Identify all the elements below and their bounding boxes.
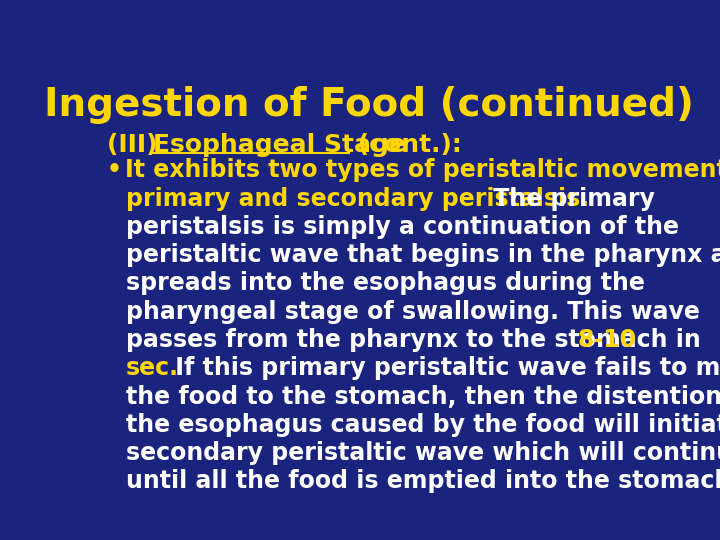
Text: pharyngeal stage of swallowing. This wave: pharyngeal stage of swallowing. This wav… — [126, 300, 700, 323]
Text: It exhibits two types of peristaltic movements,: It exhibits two types of peristaltic mov… — [125, 158, 720, 183]
Text: sec.: sec. — [126, 356, 179, 380]
Text: peristalsis is simply a continuation of the: peristalsis is simply a continuation of … — [126, 215, 679, 239]
Text: primary and secondary peristalsis.: primary and secondary peristalsis. — [126, 187, 589, 211]
Text: peristaltic wave that begins in the pharynx and: peristaltic wave that begins in the phar… — [126, 243, 720, 267]
Text: Esophageal Stage: Esophageal Stage — [153, 133, 405, 157]
Text: the esophagus caused by the food will initiate: the esophagus caused by the food will in… — [126, 413, 720, 437]
Text: •: • — [107, 158, 130, 183]
Text: The primary: The primary — [485, 187, 654, 211]
Text: (III): (III) — [107, 133, 166, 157]
Text: the food to the stomach, then the distention in: the food to the stomach, then the disten… — [126, 384, 720, 409]
Text: If this primary peristaltic wave fails to move: If this primary peristaltic wave fails t… — [167, 356, 720, 380]
Text: passes from the pharynx to the stomach in: passes from the pharynx to the stomach i… — [126, 328, 709, 352]
Text: (cont.):: (cont.): — [348, 133, 462, 157]
Text: secondary peristaltic wave which will continue: secondary peristaltic wave which will co… — [126, 441, 720, 465]
Text: until all the food is emptied into the stomach.: until all the food is emptied into the s… — [126, 469, 720, 494]
Text: Ingestion of Food (continued): Ingestion of Food (continued) — [44, 85, 694, 124]
Text: 8-10: 8-10 — [577, 328, 637, 352]
Text: spreads into the esophagus during the: spreads into the esophagus during the — [126, 272, 645, 295]
